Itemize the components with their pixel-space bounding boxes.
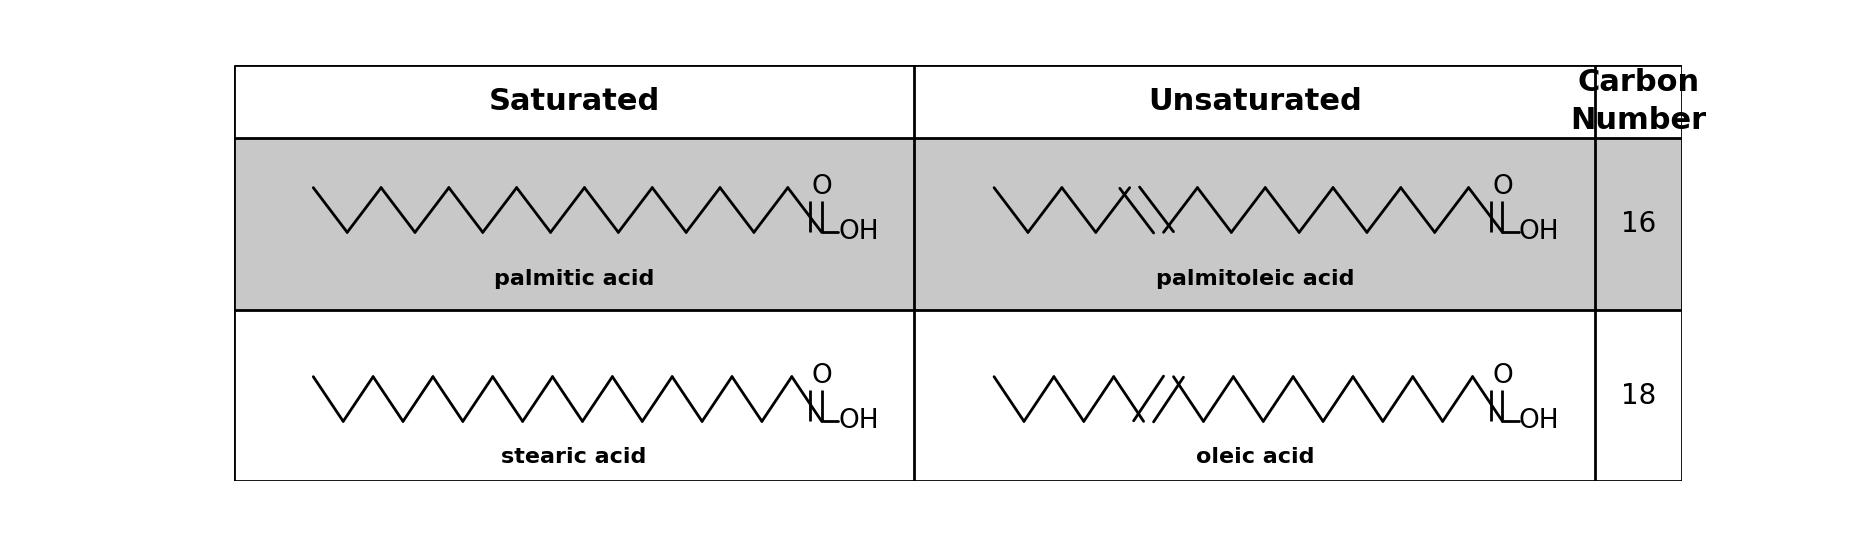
Text: O: O xyxy=(811,362,832,388)
Text: oleic acid: oleic acid xyxy=(1196,447,1314,467)
Text: palmitoleic acid: palmitoleic acid xyxy=(1155,269,1353,289)
Text: Unsaturated: Unsaturated xyxy=(1148,87,1363,116)
Bar xyxy=(234,65,1682,138)
Text: O: O xyxy=(1491,174,1512,200)
Text: O: O xyxy=(811,174,832,200)
Bar xyxy=(234,138,1682,309)
Text: OH: OH xyxy=(1519,408,1559,434)
Text: Saturated: Saturated xyxy=(488,87,660,116)
Text: palmitic acid: palmitic acid xyxy=(493,269,654,289)
Text: 16: 16 xyxy=(1620,210,1656,237)
Text: OH: OH xyxy=(837,219,878,245)
Text: 18: 18 xyxy=(1620,381,1656,410)
Text: OH: OH xyxy=(837,408,878,434)
Text: Carbon
Number: Carbon Number xyxy=(1570,68,1706,135)
Text: stearic acid: stearic acid xyxy=(501,447,647,467)
Text: OH: OH xyxy=(1519,219,1559,245)
Bar xyxy=(234,309,1682,481)
Text: O: O xyxy=(1491,362,1512,388)
